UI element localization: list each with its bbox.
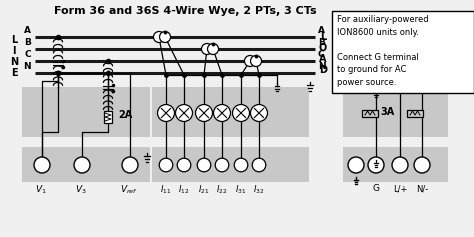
Bar [407, 109, 423, 117]
Text: L/+: L/+ [393, 184, 407, 193]
Text: O: O [319, 43, 327, 53]
Text: $V_1$: $V_1$ [35, 184, 47, 196]
Circle shape [348, 157, 364, 173]
Circle shape [251, 55, 262, 67]
Text: G: G [373, 184, 380, 193]
Text: $V_3$: $V_3$ [75, 184, 87, 196]
Text: $I_{12}$: $I_{12}$ [178, 184, 190, 196]
Circle shape [392, 157, 408, 173]
Circle shape [34, 157, 50, 173]
Text: $I_{21}$: $I_{21}$ [198, 184, 210, 196]
Circle shape [160, 32, 171, 42]
Circle shape [208, 44, 219, 55]
Text: L: L [11, 35, 17, 45]
Circle shape [233, 105, 249, 122]
Text: $I_{22}$: $I_{22}$ [216, 184, 228, 196]
FancyBboxPatch shape [152, 147, 309, 182]
Text: I: I [12, 46, 16, 56]
Text: 3A: 3A [380, 107, 394, 117]
Text: N/-: N/- [416, 184, 428, 193]
Bar [362, 109, 378, 117]
Text: N: N [23, 62, 31, 71]
Text: $I_{32}$: $I_{32}$ [253, 184, 264, 196]
Circle shape [215, 158, 229, 172]
Circle shape [154, 32, 164, 42]
Circle shape [245, 55, 255, 67]
Circle shape [201, 44, 212, 55]
Circle shape [74, 157, 90, 173]
Text: E: E [11, 68, 18, 78]
Text: C: C [24, 50, 31, 59]
Circle shape [197, 158, 211, 172]
Text: A: A [319, 54, 327, 64]
FancyBboxPatch shape [22, 87, 150, 137]
Bar [104, 111, 112, 123]
Text: C: C [318, 50, 325, 59]
FancyBboxPatch shape [152, 87, 309, 137]
Circle shape [234, 158, 248, 172]
FancyBboxPatch shape [343, 147, 448, 182]
Text: 2A: 2A [118, 110, 132, 120]
FancyBboxPatch shape [343, 87, 448, 137]
Circle shape [213, 105, 230, 122]
Text: D: D [319, 65, 327, 75]
Text: B: B [24, 38, 31, 47]
Text: Form 36 and 36S 4-Wire Wye, 2 PTs, 3 CTs: Form 36 and 36S 4-Wire Wye, 2 PTs, 3 CTs [54, 6, 316, 16]
FancyBboxPatch shape [332, 11, 474, 93]
Text: L: L [320, 32, 326, 42]
Circle shape [252, 158, 266, 172]
Circle shape [175, 105, 192, 122]
Text: $I_{11}$: $I_{11}$ [160, 184, 172, 196]
Circle shape [195, 105, 212, 122]
Circle shape [159, 158, 173, 172]
Circle shape [250, 105, 267, 122]
Text: B: B [318, 38, 325, 47]
Text: A: A [318, 26, 325, 35]
Text: N: N [318, 62, 326, 71]
Circle shape [122, 157, 138, 173]
Circle shape [177, 158, 191, 172]
Text: For auxiliary-powered
ION8600 units only.

Connect G terminal
to ground for AC
p: For auxiliary-powered ION8600 units only… [337, 15, 428, 87]
Circle shape [368, 157, 384, 173]
Text: $I_{31}$: $I_{31}$ [235, 184, 246, 196]
Text: $V_{ref}$: $V_{ref}$ [120, 184, 138, 196]
Text: A: A [24, 26, 31, 35]
FancyBboxPatch shape [22, 147, 150, 182]
Text: N: N [10, 57, 18, 67]
Circle shape [414, 157, 430, 173]
Circle shape [157, 105, 174, 122]
